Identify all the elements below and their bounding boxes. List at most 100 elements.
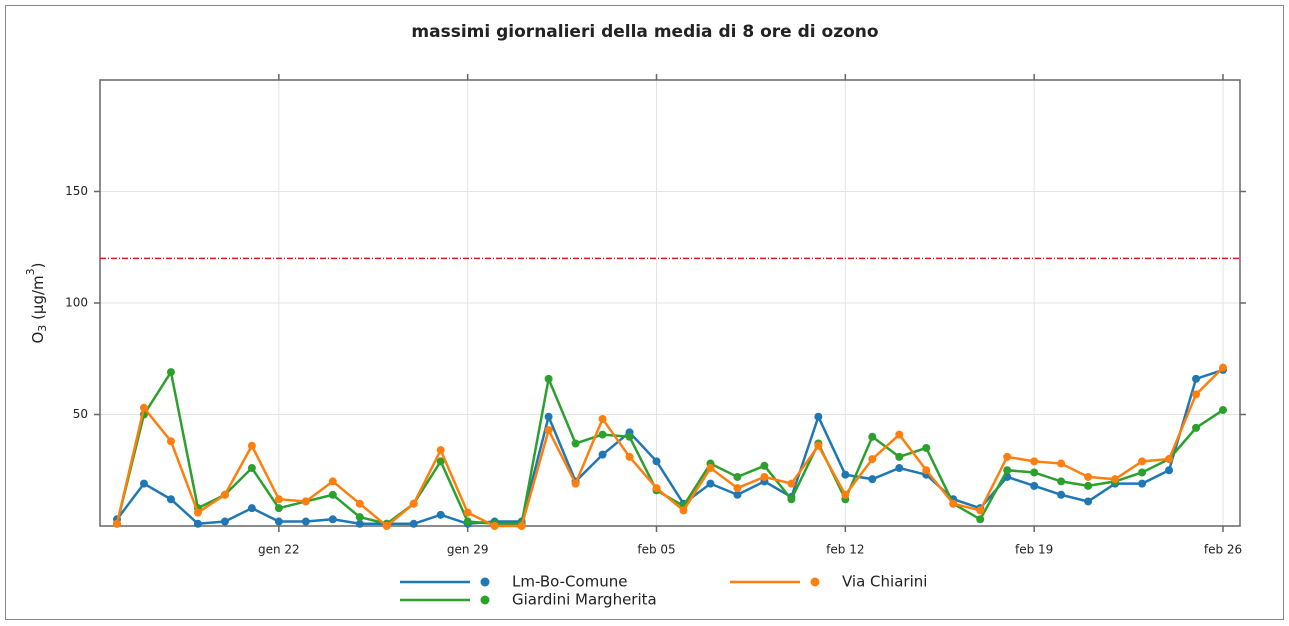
data-point — [220, 517, 229, 526]
legend-label: Lm-Bo-Comune — [512, 573, 628, 591]
legend-label: Via Chiarini — [842, 573, 927, 591]
data-point — [355, 499, 364, 508]
data-point — [1057, 490, 1066, 499]
data-point — [274, 495, 283, 504]
data-point — [193, 519, 202, 528]
y-tick-label: 50 — [73, 407, 88, 421]
data-point — [976, 506, 985, 515]
data-point — [247, 441, 256, 450]
data-point — [1219, 363, 1227, 372]
data-point — [166, 437, 175, 446]
plot-frame — [99, 79, 1241, 527]
data-point — [328, 515, 337, 524]
chart-title: massimi giornalieri della media di 8 ore… — [411, 22, 878, 42]
data-point — [1003, 466, 1012, 475]
legend-marker — [810, 577, 820, 587]
x-tick-label: feb 26 — [1204, 543, 1242, 557]
data-point — [328, 490, 337, 499]
data-point — [922, 443, 931, 452]
series-line — [115, 366, 1224, 528]
legend-marker — [480, 577, 490, 587]
data-point — [463, 508, 472, 517]
frame — [5, 5, 1284, 620]
data-point — [787, 479, 796, 488]
data-point — [1219, 406, 1227, 415]
data-point — [679, 506, 688, 515]
data-point — [1138, 457, 1147, 466]
data-point — [490, 522, 499, 530]
x-tick-label: feb 19 — [1015, 543, 1053, 557]
data-point — [436, 510, 445, 519]
data-point — [1030, 481, 1039, 490]
data-point — [274, 504, 283, 513]
y-tick-label: 150 — [65, 184, 88, 198]
data-point — [1030, 457, 1039, 466]
legend-marker — [480, 595, 490, 605]
data-point — [166, 495, 175, 504]
data-point — [706, 479, 715, 488]
data-point — [1192, 374, 1201, 383]
data-point — [436, 446, 445, 455]
data-point — [598, 430, 607, 439]
data-point — [868, 455, 877, 464]
data-point — [1084, 472, 1093, 481]
data-point — [760, 472, 769, 481]
legend-label: Giardini Margherita — [512, 591, 657, 609]
data-point — [220, 490, 229, 499]
data-point — [895, 430, 904, 439]
x-tick-label: feb 12 — [826, 543, 864, 557]
data-point — [274, 517, 283, 526]
data-point — [1192, 390, 1201, 399]
data-point — [841, 470, 850, 479]
y-tick-label: 100 — [65, 296, 88, 310]
data-point — [355, 519, 364, 528]
data-point — [328, 477, 337, 486]
data-point — [868, 475, 877, 484]
data-point — [949, 499, 958, 508]
data-point — [571, 439, 580, 448]
data-point — [1192, 423, 1201, 432]
data-point — [544, 426, 553, 435]
data-point — [598, 450, 607, 459]
data-point — [598, 414, 607, 423]
data-point — [301, 497, 310, 506]
data-point — [733, 472, 742, 481]
data-point — [625, 432, 634, 441]
data-point — [652, 457, 661, 466]
data-point — [814, 412, 823, 421]
data-point — [247, 464, 256, 473]
data-point — [1138, 479, 1147, 488]
data-point — [922, 466, 931, 475]
data-point — [895, 464, 904, 473]
data-point — [706, 464, 715, 473]
data-point — [976, 515, 985, 524]
data-point — [1003, 452, 1012, 461]
data-point — [436, 457, 445, 466]
data-point — [760, 461, 769, 470]
data-point — [1084, 497, 1093, 506]
data-point — [193, 508, 202, 517]
data-point — [1030, 468, 1039, 477]
data-point — [301, 517, 310, 526]
data-point — [652, 484, 661, 493]
data-point — [1165, 455, 1174, 464]
data-point — [544, 374, 553, 383]
data-point — [625, 452, 634, 461]
x-tick-label: gen 22 — [258, 543, 300, 557]
data-point — [1084, 481, 1093, 490]
data-point — [733, 484, 742, 493]
data-point — [463, 517, 472, 526]
data-point — [166, 368, 175, 377]
data-point — [868, 432, 877, 441]
data-point — [139, 403, 148, 412]
data-point — [355, 513, 364, 522]
data-point — [1111, 475, 1120, 484]
data-point — [814, 441, 823, 450]
data-point — [139, 479, 148, 488]
data-point — [544, 412, 553, 421]
data-point — [571, 479, 580, 488]
data-point — [841, 490, 850, 499]
data-point — [1138, 468, 1147, 477]
x-tick-label: feb 05 — [637, 543, 675, 557]
